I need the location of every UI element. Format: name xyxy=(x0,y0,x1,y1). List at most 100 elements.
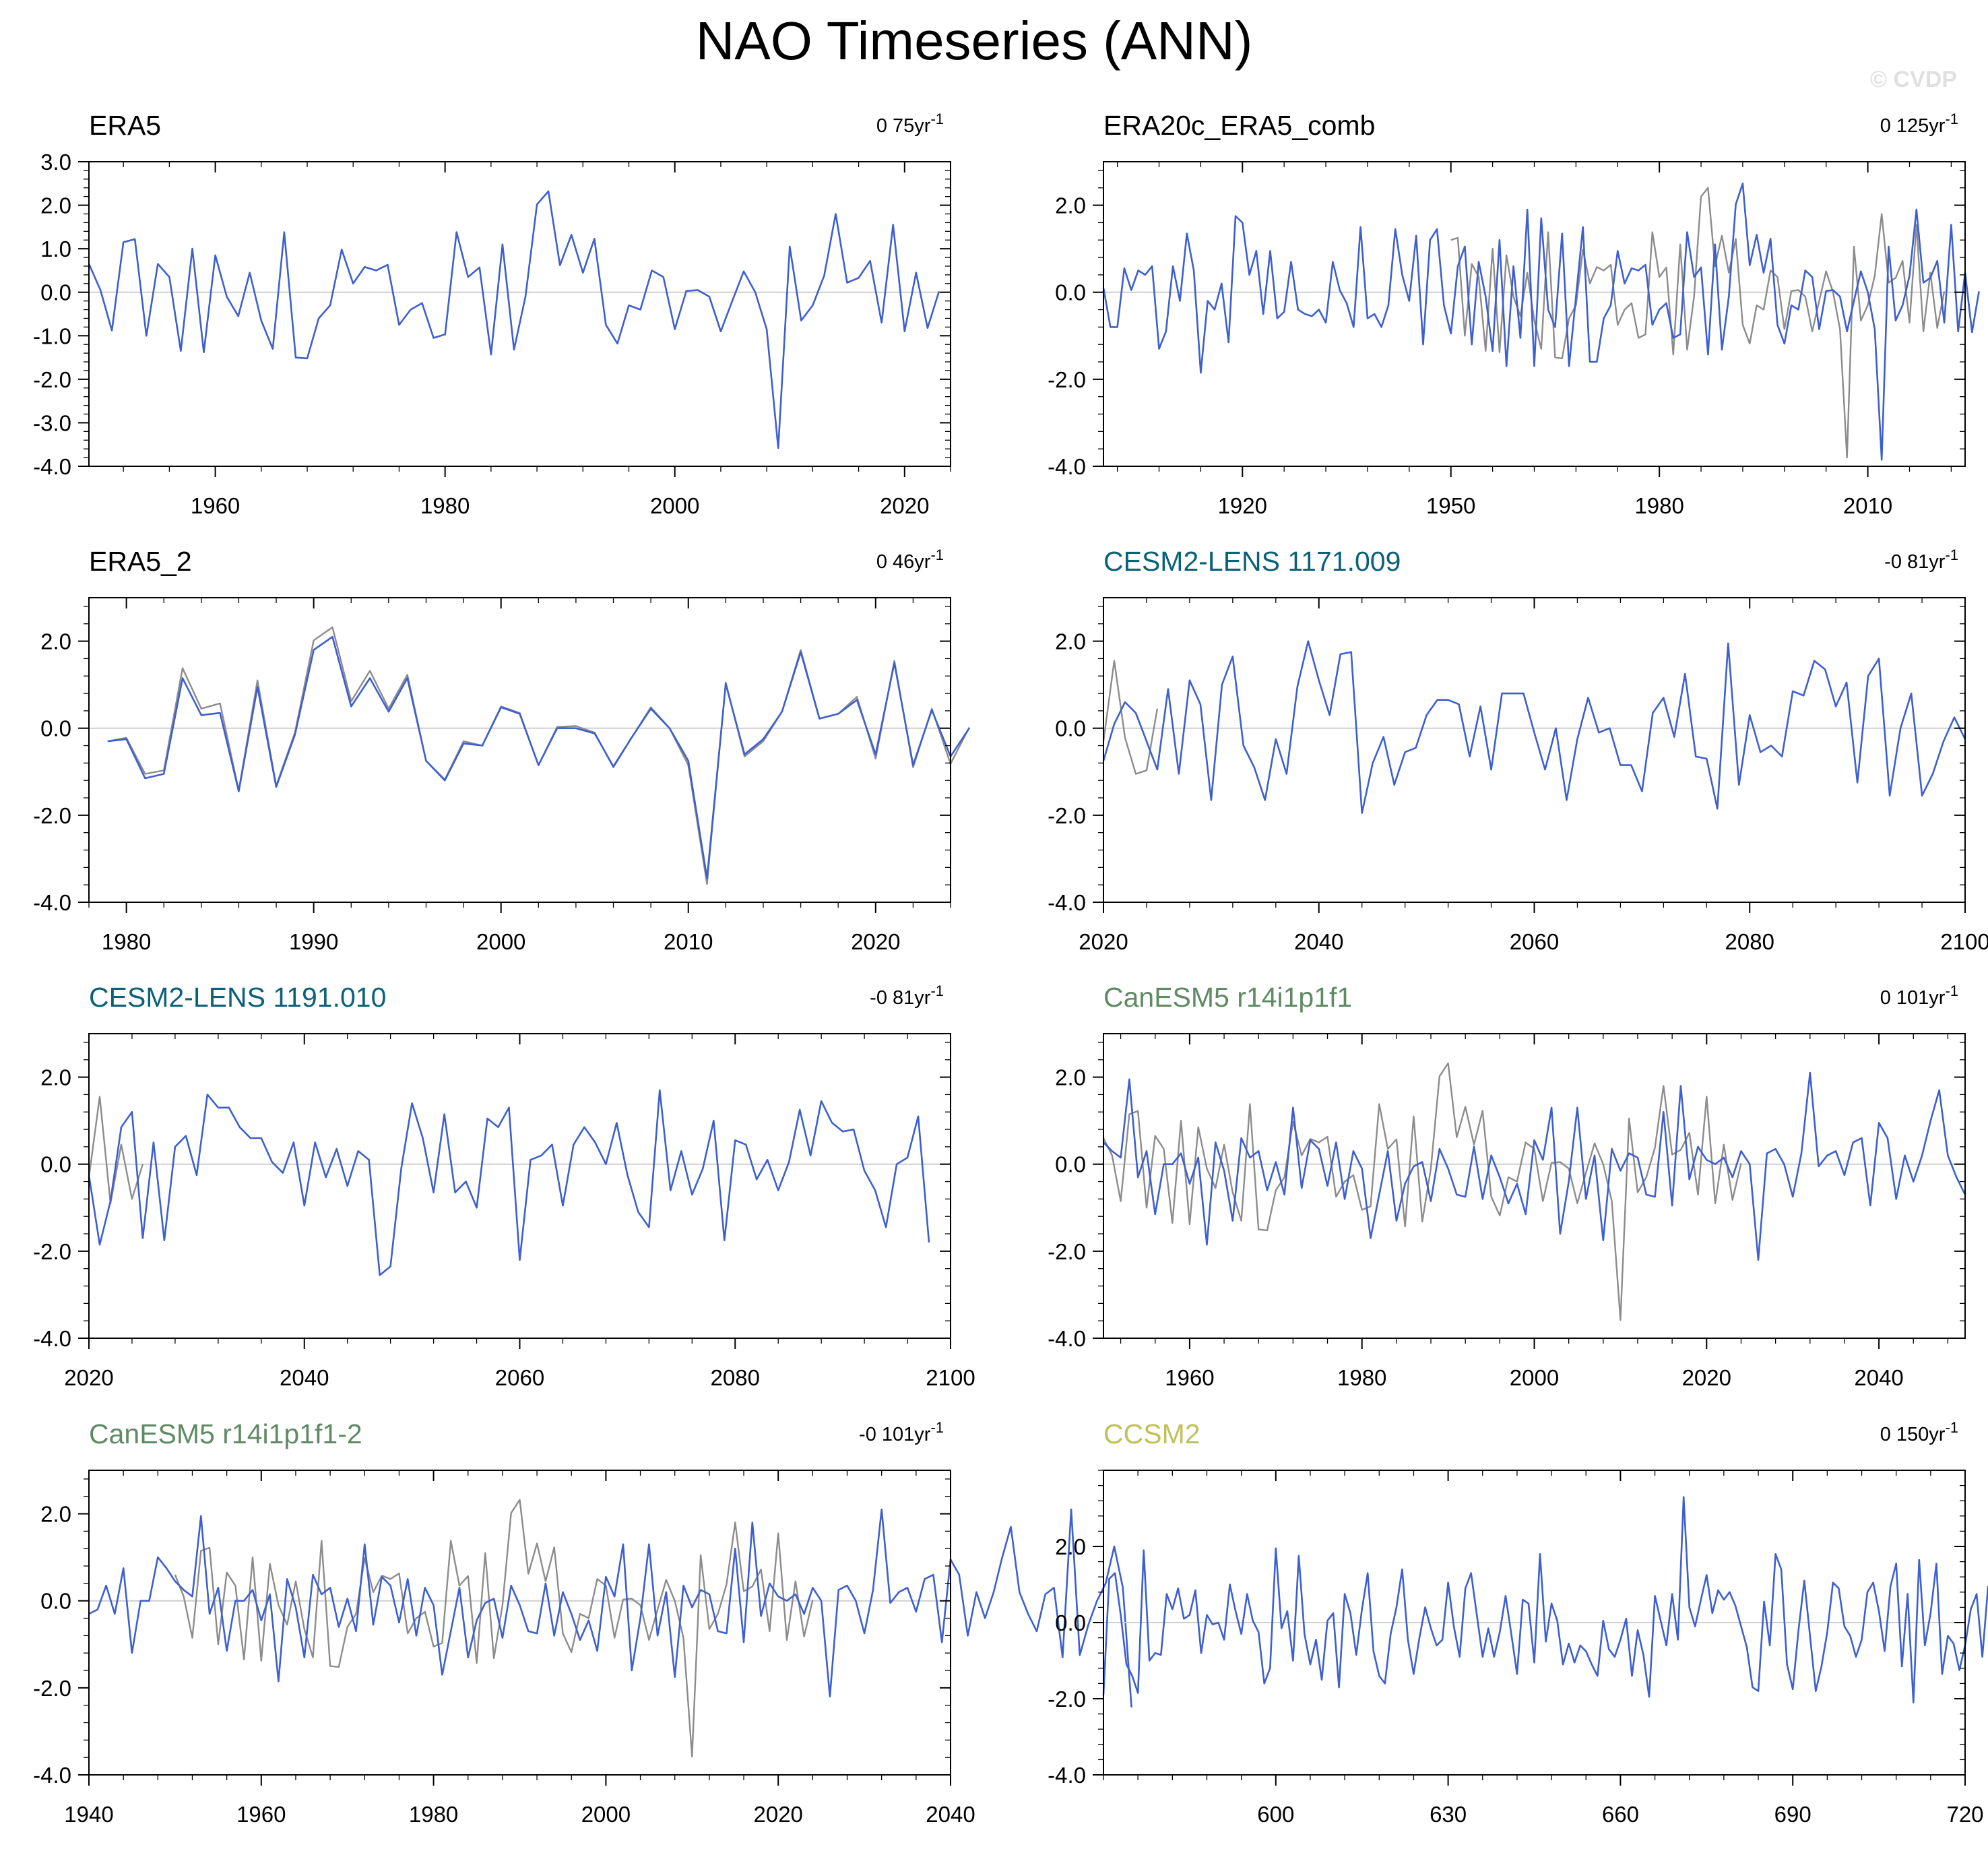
trend-value: 0 125yr xyxy=(1880,115,1946,137)
y-tick-label: -2.0 xyxy=(33,1676,71,1701)
panel-title: CanESM5 r14i1p1f1-2 xyxy=(89,1418,362,1449)
y-tick-label: -4.0 xyxy=(1048,1326,1086,1351)
x-tick-label: 2020 xyxy=(851,929,900,954)
y-tick-label: -2.0 xyxy=(33,803,71,828)
observed-series-line xyxy=(1102,1062,1742,1321)
x-tick-label: 2080 xyxy=(1725,929,1774,954)
x-tick-label: 2100 xyxy=(926,1365,975,1390)
panel-2: ERA5_2 0 46yr-1 -4.0 -2.0 0.0 2.0 1980 1990 2000… xyxy=(33,546,970,954)
y-tick-label: 2.0 xyxy=(40,1065,71,1090)
model-series-line xyxy=(1102,1496,1988,1703)
y-tick-label: -4.0 xyxy=(33,454,71,479)
plot-frame xyxy=(88,161,951,467)
model-series-line xyxy=(1102,640,1966,814)
x-tick-label: 2010 xyxy=(664,929,713,954)
y-tick-label: -3.0 xyxy=(33,410,71,435)
x-tick-label: 2000 xyxy=(581,1802,631,1827)
trend-label: 0 101yr-1 xyxy=(1880,982,1958,1009)
x-tick-label: 1980 xyxy=(420,493,470,518)
watermark: © CVDP xyxy=(1870,67,1957,92)
x-tick-label: 2040 xyxy=(280,1365,329,1390)
y-tick-label: 2.0 xyxy=(40,193,71,218)
y-tick-label: 3.0 xyxy=(40,150,71,175)
panel-4: CESM2-LENS 1191.010 -0 81yr-1 -4.0 -2.0 0.0 2… xyxy=(33,982,975,1390)
y-tick-label: -2.0 xyxy=(33,1239,71,1264)
trend-exponent: -1 xyxy=(930,982,944,999)
y-tick-label: 0.0 xyxy=(40,1589,71,1614)
trend-exponent: -1 xyxy=(930,546,944,563)
model-series-line xyxy=(88,190,940,449)
trend-exponent: -1 xyxy=(1945,111,1958,127)
trend-label: -0 81yr-1 xyxy=(1884,546,1958,573)
x-tick-label: 2060 xyxy=(495,1365,544,1390)
trend-label: 0 46yr-1 xyxy=(876,546,944,573)
trend-exponent: -1 xyxy=(930,111,944,127)
x-tick-label: 630 xyxy=(1430,1802,1467,1827)
plot-frame xyxy=(88,1470,951,1776)
trend-label: 0 75yr-1 xyxy=(876,111,944,137)
y-tick-label: -2.0 xyxy=(1048,1687,1086,1712)
x-tick-label: 2020 xyxy=(753,1802,802,1827)
observed-series-line xyxy=(88,1096,144,1205)
x-tick-label: 2020 xyxy=(64,1365,113,1390)
x-tick-label: 1980 xyxy=(102,929,151,954)
x-tick-label: 2000 xyxy=(1510,1365,1559,1390)
model-series-line xyxy=(88,1089,930,1276)
x-tick-label: 2040 xyxy=(1294,929,1343,954)
y-tick-label: -4.0 xyxy=(33,890,71,915)
model-series-line xyxy=(107,635,970,879)
trend-value: -0 81yr xyxy=(870,987,931,1009)
trend-label: -0 101yr-1 xyxy=(859,1419,944,1445)
y-tick-label: 2.0 xyxy=(40,1502,71,1527)
y-tick-label: -1.0 xyxy=(33,323,71,348)
y-tick-label: 0.0 xyxy=(1055,280,1086,305)
trend-label: 0 125yr-1 xyxy=(1880,111,1958,137)
y-tick-label: 0.0 xyxy=(40,1152,71,1177)
y-tick-label: 2.0 xyxy=(40,629,71,654)
y-tick-label: 0.0 xyxy=(1055,716,1086,741)
x-tick-label: 1960 xyxy=(191,493,240,518)
x-tick-label: 2020 xyxy=(880,493,929,518)
y-tick-label: 0.0 xyxy=(40,280,71,305)
y-tick-label: -2.0 xyxy=(1048,367,1086,392)
panel-title: CESM2-LENS 1171.009 xyxy=(1103,546,1401,577)
trend-exponent: -1 xyxy=(930,1419,944,1436)
x-tick-label: 2060 xyxy=(1510,929,1559,954)
observed-series-line xyxy=(107,626,970,885)
model-series-line xyxy=(1102,182,1980,461)
panel-6: CanESM5 r14i1p1f1-2 -0 101yr-1 -4.0 -2.0 0.0… xyxy=(33,1418,1132,1827)
x-tick-label: 690 xyxy=(1774,1802,1811,1827)
model-series-line xyxy=(1103,1071,1966,1261)
trend-value: 0 46yr xyxy=(876,551,931,573)
trend-label: -0 81yr-1 xyxy=(870,982,944,1009)
panel-title: CCSM2 xyxy=(1103,1418,1200,1449)
trend-value: -0 101yr xyxy=(859,1424,931,1445)
x-tick-label: 1980 xyxy=(1634,493,1684,518)
panel-7: CCSM2 0 150yr-1 -4.0 -2.0 0.0 2.0 600 630 660 690… xyxy=(1048,1418,1988,1827)
x-tick-label: 2000 xyxy=(650,493,699,518)
trend-value: -0 81yr xyxy=(1884,551,1946,573)
y-tick-label: 0.0 xyxy=(1055,1152,1086,1177)
panel-title: ERA20c_ERA5_comb xyxy=(1103,110,1375,141)
x-tick-label: 2020 xyxy=(1682,1365,1731,1390)
y-tick-label: 0.0 xyxy=(1055,1610,1086,1635)
y-tick-label: 2.0 xyxy=(1055,193,1086,218)
x-tick-label: 2040 xyxy=(926,1802,975,1827)
x-tick-label: 1960 xyxy=(1165,1365,1214,1390)
panel-0: ERA5 0 75yr-1 -4.0 -3.0 -2.0 -1.0 0.0 1.0 2.0 3.0… xyxy=(33,110,951,518)
y-tick-label: -4.0 xyxy=(1048,1763,1086,1788)
trend-value: 0 150yr xyxy=(1880,1424,1946,1445)
y-tick-label: 0.0 xyxy=(40,716,71,741)
y-tick-label: 2.0 xyxy=(1055,629,1086,654)
y-tick-label: -2.0 xyxy=(1048,1239,1086,1264)
trend-value: 0 101yr xyxy=(1880,987,1946,1009)
plot-frame xyxy=(1103,597,1966,903)
x-tick-label: 720 xyxy=(1946,1802,1983,1827)
y-tick-label: -2.0 xyxy=(33,367,71,392)
x-tick-label: 1980 xyxy=(409,1802,458,1827)
observed-series-line xyxy=(1102,660,1159,775)
x-tick-label: 600 xyxy=(1257,1802,1294,1827)
x-tick-label: 2000 xyxy=(476,929,525,954)
plot-frame xyxy=(1103,161,1966,467)
